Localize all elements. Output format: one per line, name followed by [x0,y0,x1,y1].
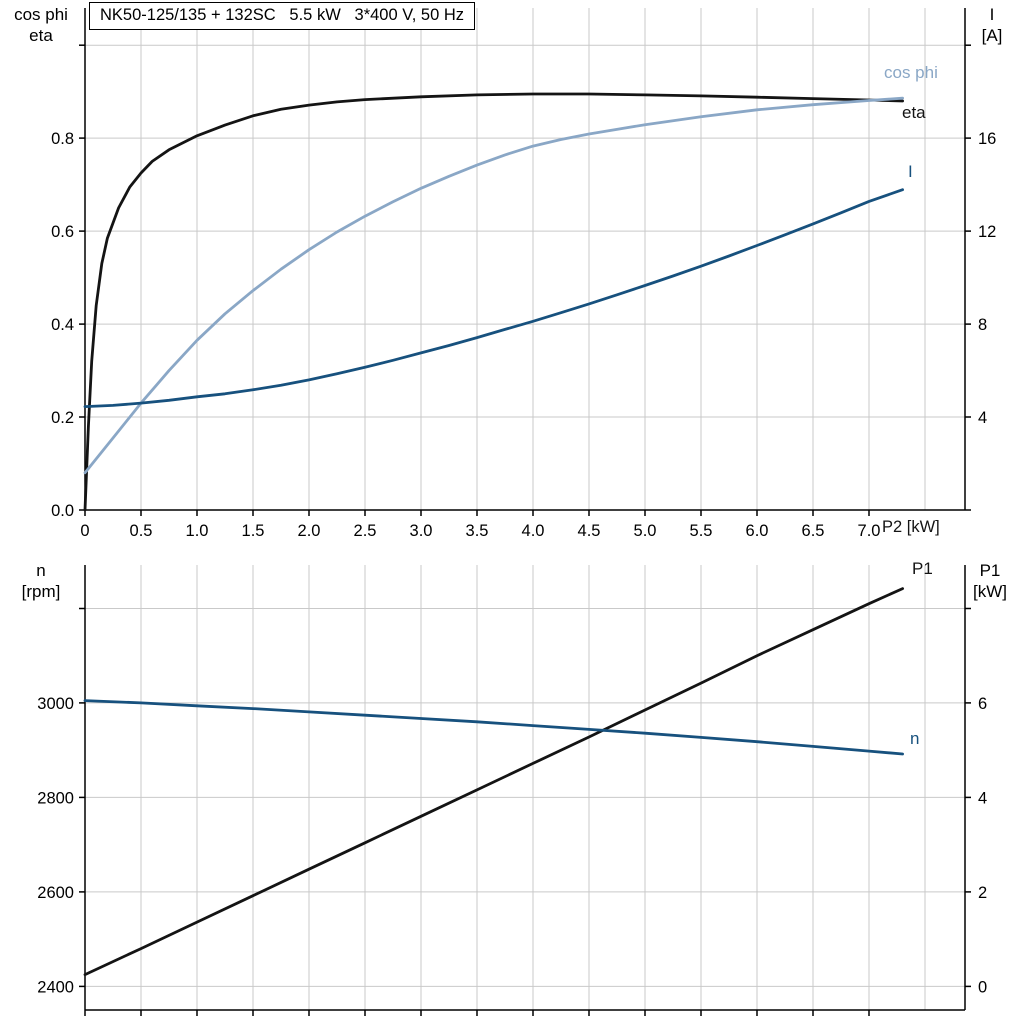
y-right-tick-label: 16 [978,130,996,148]
x-tick-label: 4.5 [578,522,601,540]
x-tick-label: 3.0 [410,522,433,540]
y-left-tick-label: 0.8 [51,130,74,148]
x-tick-label: 6.5 [802,522,825,540]
rpm-axis-title-line1: n [36,561,46,580]
x-tick-label: 5.5 [690,522,713,540]
y-right-tick-label: 6 [978,695,987,713]
y-left-tick-label: 0.0 [51,502,74,520]
x-tick-label: 4.0 [522,522,545,540]
y-right-tick-label: 4 [978,789,987,807]
right-axis-title-line2: [A] [981,26,1003,45]
y-right-tick-label: 8 [978,316,987,334]
bottom-right-axis-title: P1 [kW] [960,560,1020,602]
curve-p1 [83,587,904,976]
curve-label-cos-phi: cos phi [884,63,938,82]
x-axis-unit-label: P2 [kW] [882,518,940,536]
top-right-axis-title: I [A] [964,4,1020,46]
y-left-tick-label: 0.6 [51,223,74,241]
p1-axis-title-line2: [kW] [973,582,1007,601]
y-left-tick-label: 0.4 [51,316,74,334]
curve-current [83,188,904,409]
y-left-tick-label: 2400 [37,978,74,996]
left-axis-title-line2: eta [29,26,53,45]
curve-label-p1: P1 [912,559,933,578]
x-tick-label: 2.5 [354,522,377,540]
bottom-left-axis-title: n [rpm] [4,560,78,602]
y-right-tick-label: 0 [978,978,987,996]
y-left-tick-label: 0.2 [51,409,74,427]
x-tick-label: 5.0 [634,522,657,540]
y-left-tick-label: 2800 [37,789,74,807]
y-left-tick-label: 3000 [37,695,74,713]
curve-cos_phi [83,96,904,475]
y-right-tick-label: 4 [978,409,987,427]
y-right-tick-label: 2 [978,884,987,902]
x-tick-label: 1.0 [186,522,209,540]
x-tick-label: 0 [80,522,89,540]
x-tick-label: 2.0 [298,522,321,540]
top-left-axis-title: cos phi eta [4,4,78,46]
x-tick-label: 6.0 [746,522,769,540]
curve-label-eta: eta [902,103,926,122]
x-tick-label: 3.5 [466,522,489,540]
y-left-tick-label: 2600 [37,884,74,902]
curve-label-n: n [910,729,920,748]
x-tick-label: 0.5 [130,522,153,540]
curve-label-current: I [908,162,913,181]
chart-title-box: NK50-125/135 + 132SC 5.5 kW 3*400 V, 50 … [89,2,475,30]
p1-axis-title-line1: P1 [979,561,1001,580]
x-tick-label: 7.0 [858,522,881,540]
y-right-tick-label: 12 [978,223,996,241]
curve-eta [83,92,904,512]
curve-n [83,699,904,756]
left-axis-title-line1: cos phi [14,5,68,24]
x-tick-label: 1.5 [242,522,265,540]
rpm-axis-title-line2: [rpm] [21,582,61,601]
right-axis-title-line1: I [989,5,995,24]
